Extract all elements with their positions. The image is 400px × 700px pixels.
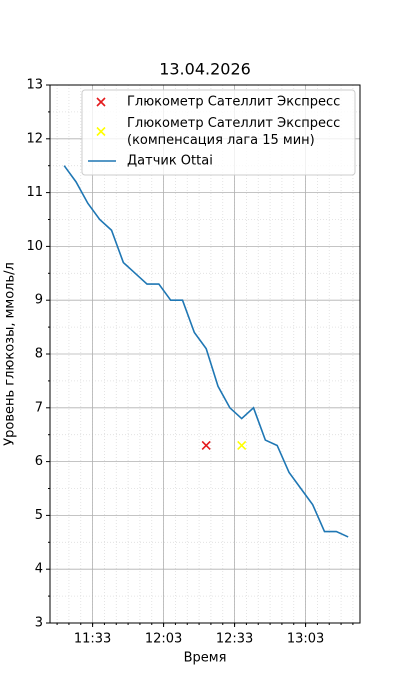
legend-box bbox=[81, 89, 356, 176]
y-tick-label: 10 bbox=[26, 239, 43, 254]
y-tick-label: 9 bbox=[35, 293, 43, 308]
x-tick-label: 13:03 bbox=[287, 632, 324, 647]
scatter-point bbox=[237, 440, 247, 451]
x-axis-label: Время bbox=[184, 651, 227, 666]
y-tick-label: 4 bbox=[35, 562, 43, 577]
x-tick-label: 12:03 bbox=[145, 632, 182, 647]
line bbox=[63, 165, 349, 538]
legend-label: Глюкометр Сателлит Экспресс bbox=[127, 95, 340, 110]
y-tick-label: 8 bbox=[35, 347, 43, 362]
y-tick-label: 7 bbox=[35, 400, 43, 415]
scatter-point bbox=[201, 440, 211, 451]
scatter-point bbox=[96, 97, 106, 107]
legend: Глюкометр Сателлит Экспресс Глюкометр Сат… bbox=[81, 89, 356, 176]
y-tick-label: 11 bbox=[26, 185, 43, 200]
y-axis-label: Уровень глюкозы, ммоль/л bbox=[3, 262, 18, 446]
scatter-point bbox=[96, 126, 106, 137]
x-tick-label: 12:33 bbox=[216, 632, 253, 647]
plot-frame bbox=[49, 84, 361, 624]
y-tick-label: 5 bbox=[35, 508, 43, 523]
y-tick-label: 3 bbox=[35, 616, 43, 631]
y-tick-label: 13 bbox=[26, 78, 43, 93]
legend-label: Глюкометр Сателлит Экспресс (компенсация … bbox=[127, 116, 340, 148]
legend-label: Датчик Ottai bbox=[127, 154, 213, 169]
y-tick-label: 12 bbox=[26, 131, 43, 146]
x-tick-label: 11:33 bbox=[74, 632, 111, 647]
chart-title: 13.04.2026 bbox=[159, 60, 251, 79]
y-tick-label: 6 bbox=[35, 454, 43, 469]
